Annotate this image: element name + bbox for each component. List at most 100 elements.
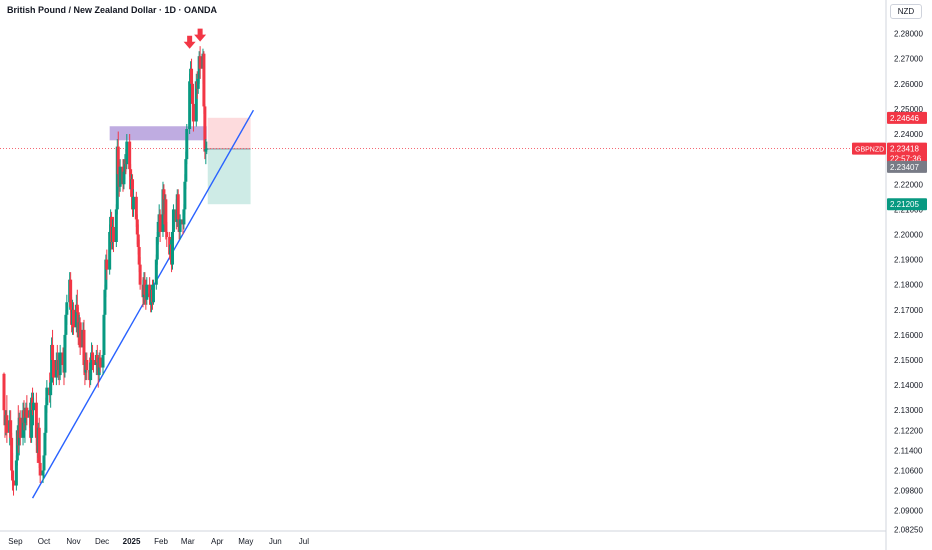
candle-body (89, 362, 93, 381)
candle-body (134, 196, 138, 220)
candle-body (108, 231, 112, 270)
candle-body (21, 410, 25, 438)
price-tick-label: 2.09800 (894, 487, 923, 496)
take-profit-label: 2.21205 (890, 200, 919, 209)
price-tick-label: 2.28000 (894, 30, 923, 39)
price-tick-label: 2.18000 (894, 281, 923, 290)
candle-body (32, 402, 36, 411)
candle-body (18, 417, 22, 438)
candle-body (104, 259, 108, 290)
candle-body (43, 432, 47, 456)
take-profit-zone (207, 148, 251, 205)
candle-body (202, 53, 206, 107)
current-price-label: 2.23418 (890, 145, 919, 154)
candle-body (176, 194, 180, 220)
candle-body (138, 264, 142, 285)
price-tick-label: 2.27000 (894, 55, 923, 64)
time-tick-label: Oct (38, 537, 51, 546)
candle-body (9, 420, 13, 438)
top-markers (183, 28, 207, 49)
candle-body (23, 417, 27, 423)
candle-body (185, 129, 189, 160)
price-tick-label: 2.15000 (894, 356, 923, 365)
time-tick-label: Dec (95, 537, 109, 546)
candle-body (188, 81, 192, 130)
candle-body (171, 231, 175, 265)
candle-body (204, 149, 208, 152)
time-tick-label: Apr (211, 537, 224, 546)
stop-loss-zone (207, 117, 251, 149)
candle-body (5, 415, 9, 433)
candle-body (30, 397, 34, 438)
candle-body (69, 279, 73, 308)
candle-body (171, 209, 175, 232)
time-tick-label: Nov (66, 537, 80, 546)
entry-label: 2.23407 (890, 163, 919, 172)
candle-body (131, 179, 135, 210)
candle-body (63, 334, 67, 373)
time-tick-label: Jun (269, 537, 282, 546)
candle-body (114, 209, 118, 242)
take-profit-label-bg (887, 198, 927, 211)
candle-body (122, 171, 126, 185)
price-tick-label: 2.17000 (894, 306, 923, 315)
candle-body (12, 480, 16, 486)
candle-body (45, 387, 49, 406)
candle-body (125, 141, 129, 165)
candle-body (38, 462, 42, 476)
candle-body (25, 407, 29, 418)
candle-body (103, 289, 107, 315)
candle-body (49, 382, 53, 396)
candle-body (128, 141, 132, 170)
price-axis: 2.08250 2.09000 2.09800 2.10600 2.11400 2.122… (885, 0, 923, 550)
chart-title: British Pound / New Zealand Dollar · 1D … (7, 5, 218, 15)
symbol-tag: GBPNZD (855, 147, 884, 154)
resistance-zone (109, 126, 207, 141)
candle-body (205, 148, 209, 150)
price-tick-label: 2.12200 (894, 426, 923, 435)
time-tick-label: 2025 (123, 537, 141, 546)
candle-body (143, 279, 147, 295)
candle-body (10, 437, 14, 471)
arrow-down-icon (183, 35, 196, 49)
candle-body (78, 322, 82, 348)
candle-body (131, 196, 135, 210)
candle-body (135, 219, 139, 235)
price-tick-label: 2.16000 (894, 331, 923, 340)
time-axis: Sep Oct Nov Dec 2025 Feb Mar Apr May Jun Jul (0, 530, 886, 546)
candle-body (123, 159, 127, 172)
price-tick-label: 2.13000 (894, 406, 923, 415)
candle-body (22, 410, 26, 423)
arrow-down-icon (194, 28, 207, 42)
candles (2, 46, 209, 496)
price-tick-label: 2.08250 (894, 525, 923, 534)
price-tick-label: 2.25000 (894, 105, 923, 114)
currency-selector[interactable]: NZD (890, 4, 922, 19)
candle-body (50, 344, 54, 383)
candle-body (115, 146, 119, 210)
candle-body (102, 314, 106, 355)
candle-body (118, 166, 122, 187)
price-tick-label: 2.09000 (894, 507, 923, 516)
candle-body (203, 106, 207, 152)
time-tick-label: May (238, 537, 253, 546)
candle-body (196, 78, 200, 89)
time-tick-label: Jul (299, 537, 309, 546)
price-tick-label: 2.26000 (894, 80, 923, 89)
candle-body (165, 231, 169, 237)
price-tick-label: 2.20000 (894, 230, 923, 239)
candle-body (37, 427, 41, 463)
symbol-tag-bg (852, 142, 886, 155)
time-tick-label: Feb (154, 537, 168, 546)
candle-body (111, 226, 115, 242)
candle-body (164, 199, 168, 232)
candle-body (91, 352, 95, 361)
price-tick-label: 2.19000 (894, 256, 923, 265)
candle-body (98, 357, 102, 368)
candle-body (91, 360, 95, 366)
candle-body (61, 352, 65, 366)
candle-body (182, 209, 186, 225)
candle-body (148, 284, 152, 298)
candle-body (82, 329, 86, 366)
